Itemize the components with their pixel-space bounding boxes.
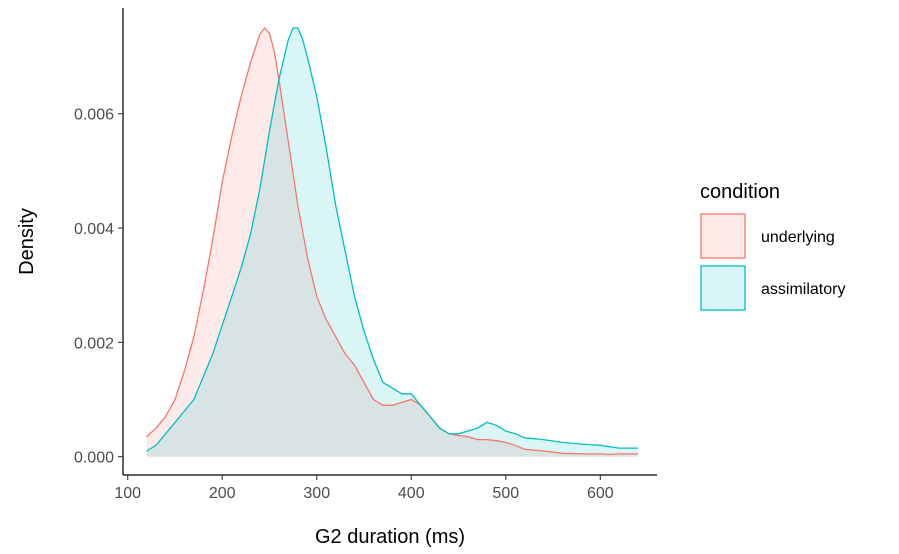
- y-axis-ticks: 0.000 0.002 0.004 0.006: [74, 107, 123, 467]
- legend-key-underlying: [700, 213, 746, 259]
- legend-title: condition: [700, 181, 780, 203]
- y-tick-label: 0.000: [74, 450, 114, 467]
- line-assimilatory: [146, 27, 639, 452]
- density-areas: [146, 28, 639, 457]
- legend-label-assimilatory: assimilatory: [761, 281, 845, 298]
- x-tick-label: 300: [303, 485, 330, 502]
- legend-key-assimilatory: [700, 265, 746, 311]
- x-axis-ticks: 100 200 300 400 500 600: [114, 475, 614, 502]
- x-tick-label: 400: [398, 485, 425, 502]
- y-tick-label: 0.004: [74, 221, 114, 238]
- y-tick-label: 0.006: [74, 107, 114, 124]
- x-tick-label: 200: [209, 485, 236, 502]
- x-tick-label: 500: [492, 485, 519, 502]
- area-underlying: [146, 28, 639, 457]
- line-underlying: [146, 26, 639, 456]
- density-lines: [146, 26, 639, 456]
- area-assimilatory: [146, 28, 639, 457]
- y-axis-title: Density: [16, 208, 38, 275]
- y-tick-label: 0.002: [74, 335, 114, 352]
- x-axis-title: G2 duration (ms): [315, 526, 465, 548]
- legend-item-assimilatory: assimilatory: [700, 265, 845, 311]
- legend: condition underlying assimilatory: [700, 181, 845, 311]
- x-tick-label: 100: [114, 485, 141, 502]
- legend-item-underlying: underlying: [700, 213, 835, 259]
- legend-label-underlying: underlying: [761, 229, 835, 246]
- x-tick-label: 600: [587, 485, 614, 502]
